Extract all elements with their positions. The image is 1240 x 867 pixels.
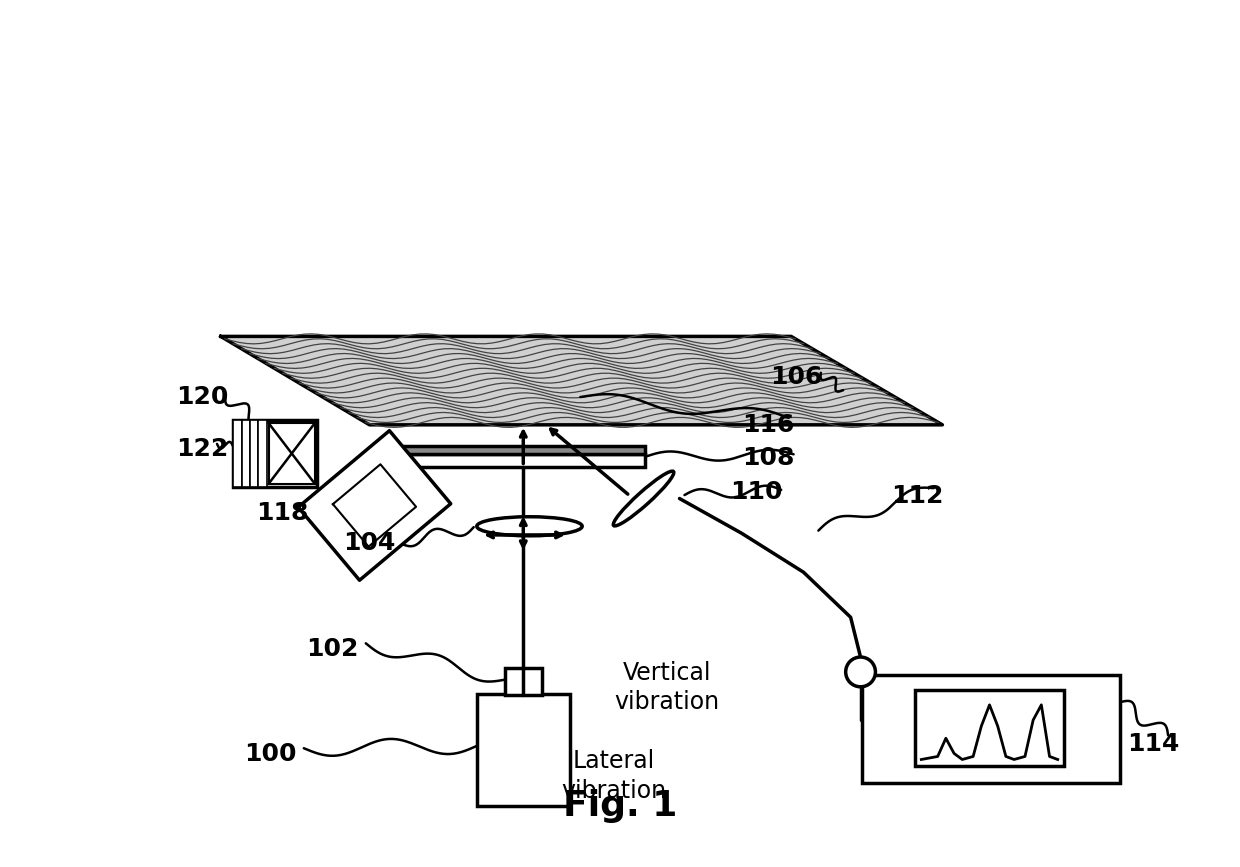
Bar [242, 420, 250, 487]
Bar [403, 446, 645, 454]
Text: 104: 104 [343, 531, 396, 555]
Bar [269, 423, 315, 484]
Bar [862, 675, 1120, 783]
Bar [505, 668, 542, 695]
Text: Lateral
vibration: Lateral vibration [562, 749, 666, 803]
Text: 100: 100 [244, 742, 296, 766]
Text: Vertical
vibration: Vertical vibration [615, 661, 719, 714]
Text: 122: 122 [176, 437, 228, 461]
Bar [258, 420, 267, 487]
Text: 120: 120 [176, 385, 228, 409]
Text: 112: 112 [892, 484, 944, 508]
Bar [477, 694, 570, 806]
Text: Fig. 1: Fig. 1 [563, 789, 677, 824]
Polygon shape [299, 431, 450, 580]
Bar [250, 420, 258, 487]
Bar [915, 690, 1064, 766]
Text: 106: 106 [770, 365, 822, 389]
Text: 118: 118 [257, 501, 309, 525]
Text: 116: 116 [743, 413, 795, 437]
Bar [233, 420, 242, 487]
Text: 108: 108 [743, 446, 795, 470]
Bar [233, 420, 317, 487]
Text: 102: 102 [306, 636, 358, 661]
Text: 110: 110 [730, 480, 782, 505]
Polygon shape [221, 336, 942, 425]
Bar [403, 454, 645, 467]
Ellipse shape [476, 517, 583, 536]
Ellipse shape [614, 471, 673, 526]
Circle shape [846, 657, 875, 687]
Polygon shape [332, 465, 417, 546]
Text: 114: 114 [1127, 732, 1179, 756]
